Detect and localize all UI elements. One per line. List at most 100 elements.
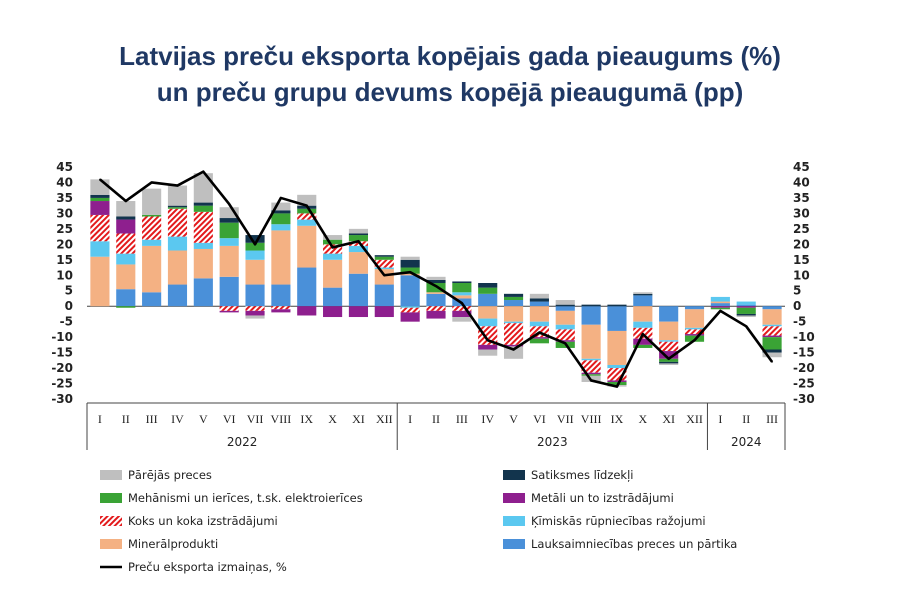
x-tick-label: VIII bbox=[271, 412, 292, 426]
bar-segment-agri bbox=[659, 306, 679, 322]
bar-segment-mech bbox=[142, 214, 162, 217]
bar-segment-transport bbox=[193, 202, 213, 206]
bar-segment-metal bbox=[400, 312, 420, 322]
bar-segment-metal bbox=[555, 340, 575, 342]
bar-segment-wood bbox=[426, 306, 446, 311]
bar-segment-chem bbox=[219, 238, 239, 246]
bar-segment-agri bbox=[193, 278, 213, 307]
bar-segment-agri bbox=[503, 300, 524, 307]
bar-segment-agri bbox=[684, 306, 705, 310]
y-tick-label-left: -20 bbox=[51, 361, 73, 375]
y-tick-label-right: 15 bbox=[793, 253, 810, 267]
year-label: 2023 bbox=[537, 435, 568, 449]
y-tick-label-right: -30 bbox=[793, 392, 815, 406]
bar-segment-mineral bbox=[90, 256, 110, 307]
bar-segment-other bbox=[400, 256, 420, 260]
bar-segment-mineral bbox=[503, 306, 524, 322]
bar-segment-mech bbox=[271, 213, 291, 225]
bar-segment-agri bbox=[529, 301, 549, 307]
bar-segment-mech bbox=[607, 381, 627, 386]
y-tick-label-right: 20 bbox=[793, 237, 810, 251]
bar-segment-mech bbox=[297, 208, 317, 214]
bar-segment-agri bbox=[374, 284, 394, 307]
x-tick-label: II bbox=[742, 412, 750, 426]
bar-segment-wood bbox=[245, 306, 265, 311]
bar-segment-mineral bbox=[167, 250, 188, 285]
bar-segment-other bbox=[116, 201, 136, 217]
x-axis-labels: I II III IV V VI VII VIII IX X XI XII I II III IV V VI VII… bbox=[86, 402, 786, 450]
bar-segment-mineral bbox=[452, 295, 472, 299]
bar-segment-other bbox=[219, 207, 239, 219]
line-point bbox=[409, 271, 411, 273]
legend-swatch-mineral bbox=[100, 539, 122, 549]
bar-segment-transport bbox=[555, 304, 575, 307]
bar-segment-transport bbox=[90, 194, 110, 198]
bar-segment-other bbox=[555, 300, 575, 305]
x-tick-label: VI bbox=[223, 412, 236, 426]
line-point bbox=[176, 184, 179, 187]
x-tick-label: VI bbox=[533, 412, 546, 426]
line-point bbox=[254, 243, 256, 246]
bar-segment-transport bbox=[503, 293, 524, 297]
bar-segment-mech bbox=[348, 235, 369, 242]
line-point bbox=[512, 348, 515, 351]
bar-segment-other bbox=[245, 315, 265, 319]
bar-segment-chem bbox=[193, 242, 213, 249]
bar-segment-wood bbox=[193, 211, 213, 243]
bar-segment-mineral bbox=[400, 273, 420, 276]
bar-segment-wood bbox=[323, 244, 343, 254]
bar-segment-other bbox=[478, 349, 498, 356]
bar-segment-metal bbox=[245, 310, 265, 316]
line-point bbox=[228, 203, 230, 205]
bar-segment-other bbox=[736, 315, 756, 318]
y-tick-label-left: 0 bbox=[65, 299, 73, 313]
bar-segment-metal bbox=[426, 310, 446, 319]
bar-segment-mineral bbox=[607, 330, 627, 365]
bar-segment-mech bbox=[529, 338, 549, 344]
bar-segment-agri bbox=[142, 292, 162, 307]
x-tick-label: XII bbox=[376, 412, 393, 426]
bar-segment-wood bbox=[478, 326, 498, 345]
y-tick-label-left: -30 bbox=[51, 392, 73, 406]
x-tick-label: I bbox=[408, 412, 412, 426]
legend-swatch-agri bbox=[503, 539, 525, 549]
bar-segment-wood bbox=[271, 306, 291, 310]
x-tick-label: III bbox=[766, 412, 778, 426]
x-tick-label: XI bbox=[662, 412, 675, 426]
legend-label-metal: Metāli un to izstrādājumi bbox=[531, 491, 674, 505]
y-tick-label-left: 5 bbox=[65, 284, 73, 298]
legend-swatch-transport bbox=[503, 470, 525, 480]
bar-segment-transport bbox=[581, 304, 601, 307]
bar-segment-chem bbox=[478, 318, 498, 327]
bar-segment-other bbox=[167, 185, 188, 206]
bar-segment-mech bbox=[736, 307, 756, 314]
bar-segment-transport bbox=[452, 281, 472, 283]
year-label: 2024 bbox=[731, 435, 762, 449]
bar-segment-chem bbox=[323, 253, 343, 260]
x-tick-label: V bbox=[199, 412, 208, 426]
line-point bbox=[124, 200, 127, 202]
bar-segment-agri bbox=[478, 293, 498, 307]
bar-segment-transport bbox=[762, 349, 782, 353]
bar-segment-chem bbox=[684, 327, 705, 330]
bar-segment-mineral bbox=[116, 264, 136, 290]
x-tick-label: II bbox=[432, 412, 440, 426]
chart-title-line-1: Latvijas preču eksporta kopējais gada pi… bbox=[119, 41, 781, 71]
bar-segment-metal bbox=[529, 337, 549, 339]
bar-segment-agri bbox=[736, 304, 756, 307]
bar-segment-wood bbox=[219, 306, 239, 311]
x-tick-label: III bbox=[456, 412, 468, 426]
bar-segment-wood bbox=[581, 360, 601, 373]
bar-segment-transport bbox=[426, 279, 446, 283]
chart-bars bbox=[90, 173, 782, 387]
line-point bbox=[771, 361, 773, 363]
bar-segment-transport bbox=[271, 210, 291, 214]
bar-segment-agri bbox=[426, 293, 446, 307]
line-point bbox=[357, 240, 360, 243]
chart-title-line-2: un preču grupu devums kopējā pieaugumā (… bbox=[156, 77, 744, 107]
bar-segment-metal bbox=[633, 338, 653, 345]
y-tick-label-right: -20 bbox=[793, 361, 815, 375]
bar-segment-metal bbox=[659, 351, 679, 359]
bar-segment-metal bbox=[116, 219, 136, 234]
bar-segment-agri bbox=[219, 276, 239, 307]
